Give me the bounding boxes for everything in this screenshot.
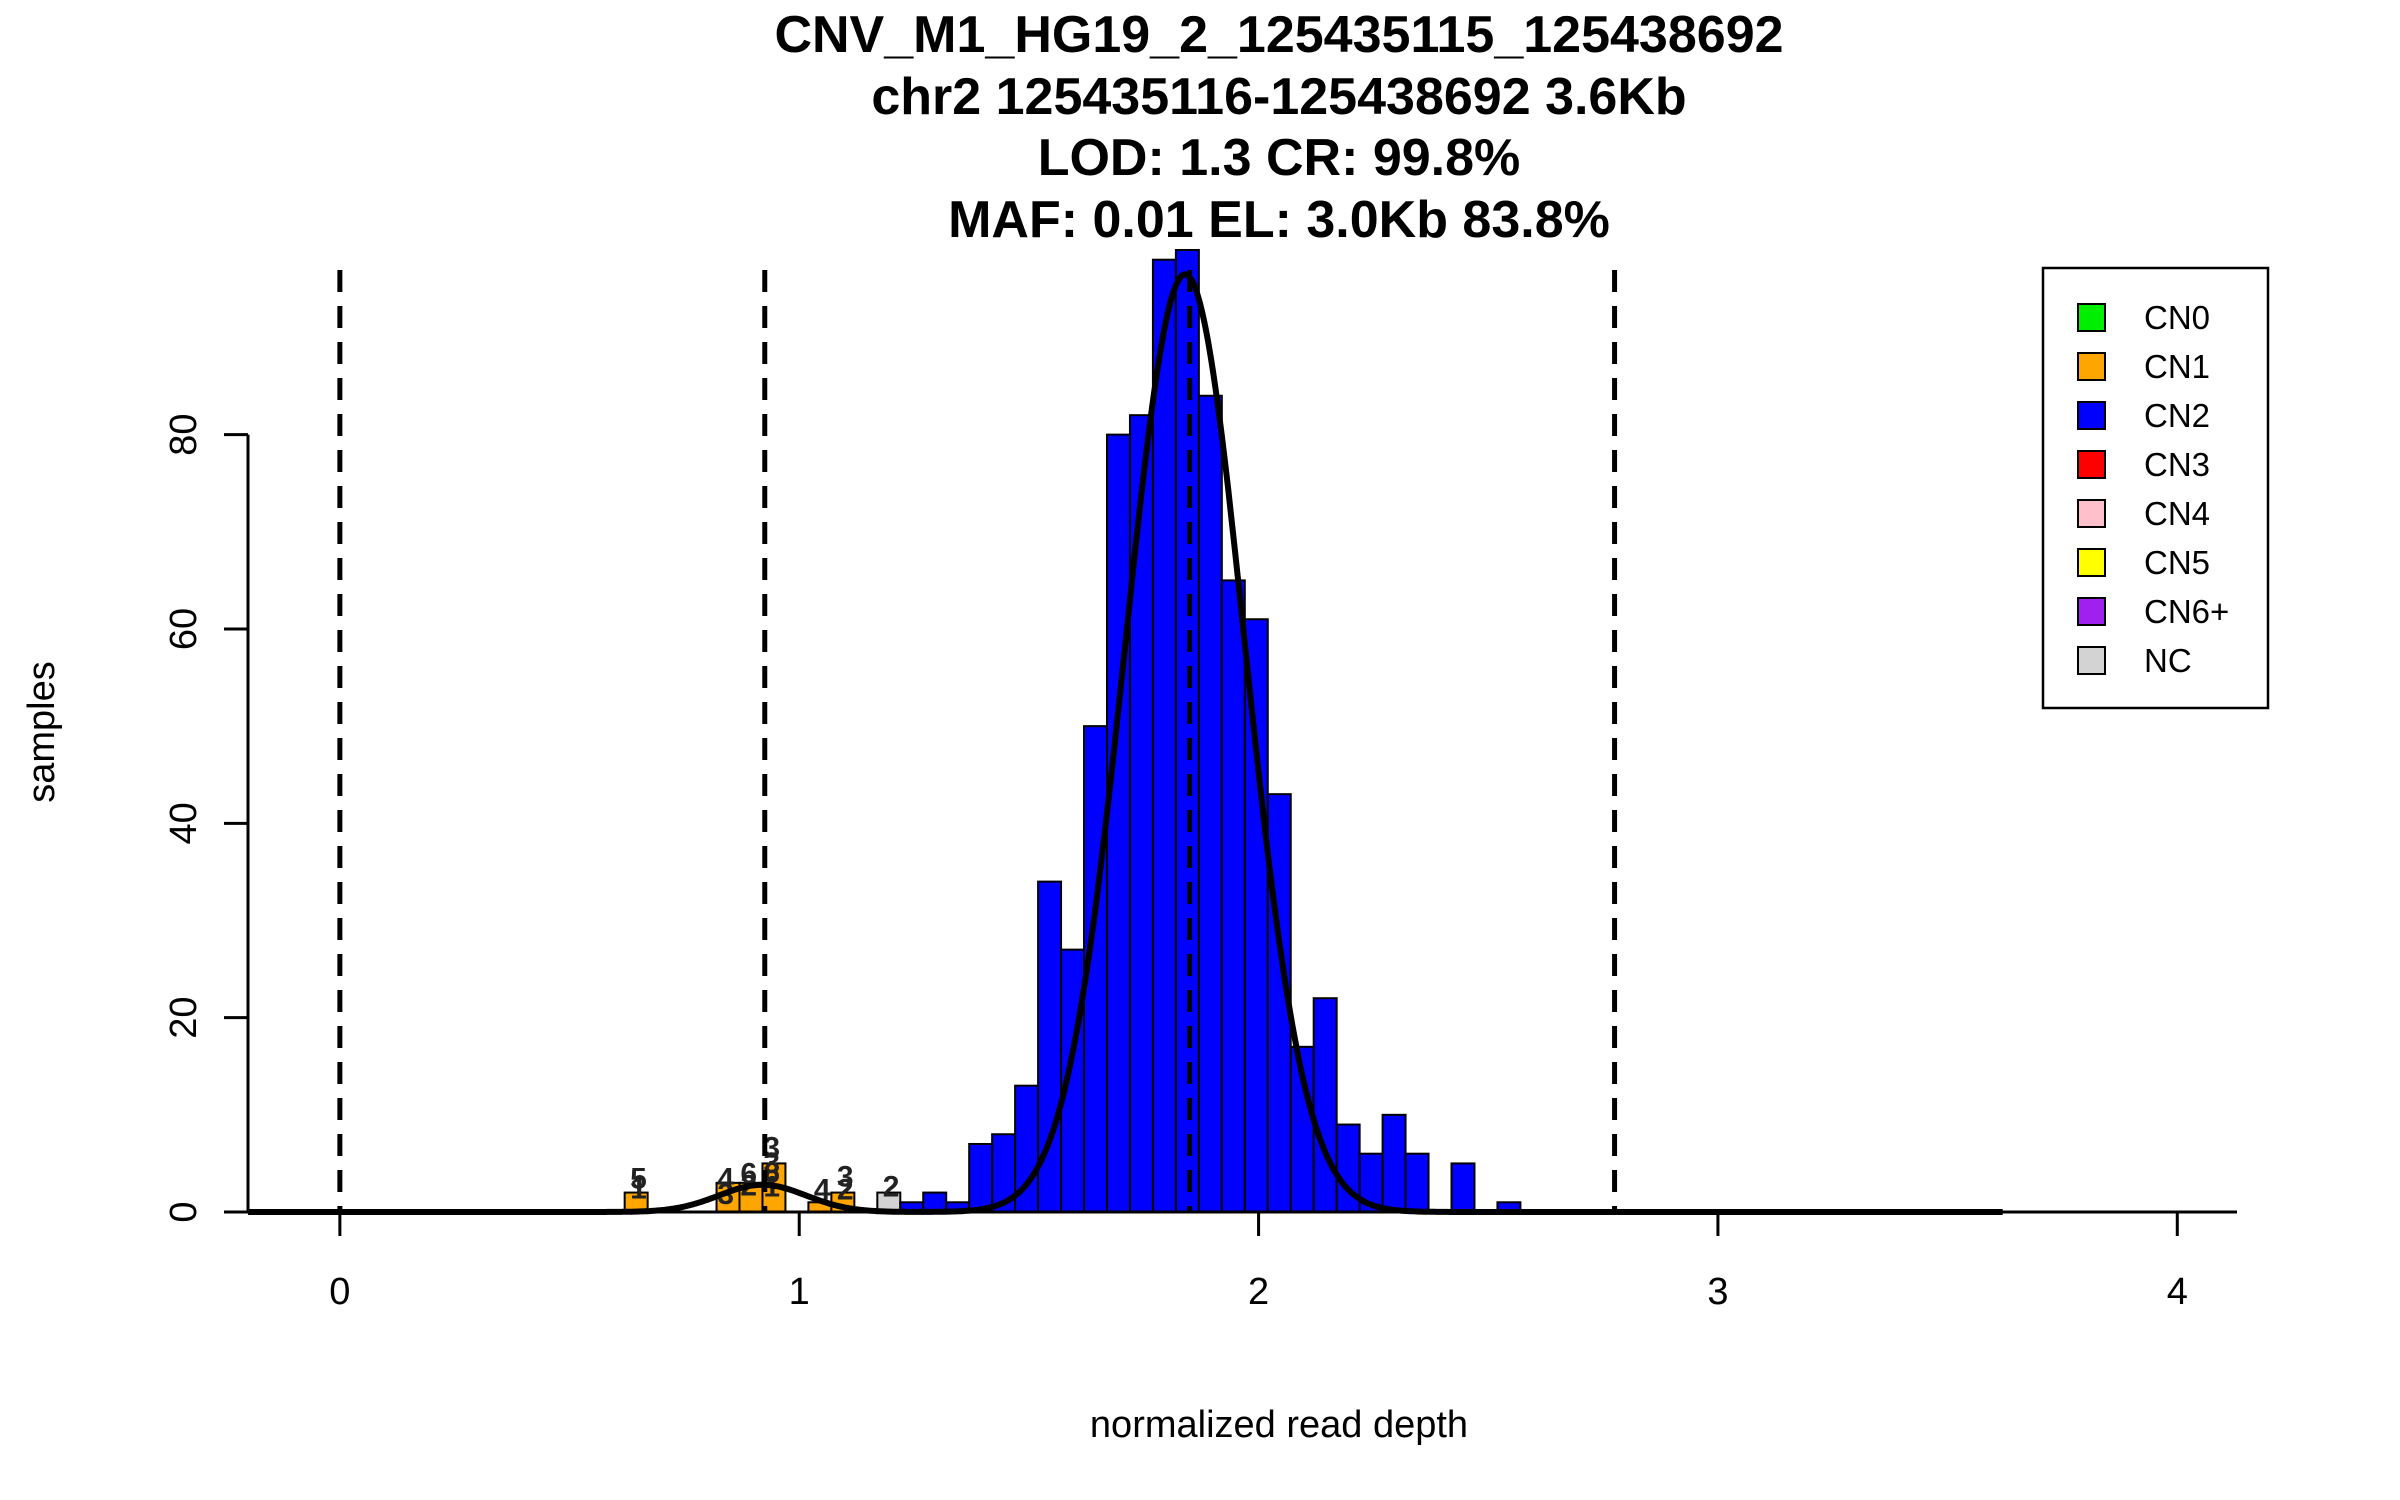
legend-label-cn0: CN0	[2144, 299, 2210, 336]
histogram-bar-30	[1450, 1162, 1476, 1214]
title-line-1: CNV_M1_HG19_2_125435115_125438692	[774, 6, 1783, 64]
title-line-3: LOD: 1.3 CR: 99.8%	[1038, 129, 1521, 187]
legend-label-nc: NC	[2144, 642, 2192, 679]
y-axis-label: samples	[21, 661, 63, 803]
legend-swatch-cn1	[2077, 352, 2106, 381]
bar-label-1: 1	[630, 1172, 647, 1205]
legend-swatch-cn0	[2077, 303, 2106, 332]
x-tick-label-3: 3	[1707, 1271, 1728, 1313]
bar-label-8: 6	[763, 1157, 780, 1190]
histogram-bars	[248, 249, 2003, 1214]
legend-label-cn4: CN4	[2144, 495, 2210, 532]
histogram-bar-17	[1128, 414, 1154, 1214]
legend-swatch-cn5	[2077, 548, 2106, 577]
histogram-bar-10	[968, 1142, 994, 1214]
x-axis-ticks: 0 1 2 3 4	[329, 1212, 2188, 1313]
legend-label-cn5: CN5	[2144, 544, 2210, 581]
legend-swatch-cn6-plus	[2077, 597, 2106, 626]
histogram-bar-18	[1151, 258, 1177, 1213]
legend-swatch-nc	[2077, 646, 2106, 675]
y-tick-label-3: 60	[163, 608, 205, 650]
bar-label-2: 4	[717, 1163, 734, 1196]
title-line-2: chr2 125435116-125438692 3.6Kb	[871, 68, 1686, 126]
bar-label-11: 3	[837, 1161, 854, 1194]
x-tick-label-2: 2	[1248, 1271, 1269, 1313]
legend-label-cn2: CN2	[2144, 397, 2210, 434]
y-tick-label-2: 40	[163, 802, 205, 844]
legend-label-cn3: CN3	[2144, 446, 2210, 483]
legend-swatch-cn4	[2077, 499, 2106, 528]
y-tick-label-1: 20	[163, 997, 205, 1039]
legend: CN0 CN1 CN2 CN3 CN4 CN5 CN6+ NC	[2041, 266, 2270, 710]
bar-label-7: 3	[763, 1147, 780, 1180]
histogram-bar-21	[1220, 579, 1246, 1213]
bar-label-0: 5	[630, 1163, 647, 1196]
title-line-4: MAF: 0.01 EL: 3.0Kb 83.8%	[948, 191, 1610, 249]
threshold-lines	[337, 270, 1618, 1212]
histogram-bar-28	[1381, 1113, 1407, 1213]
bar-label-12: 2	[837, 1173, 854, 1206]
y-axis-ticks: 0 20 40 60 80	[163, 413, 248, 1223]
histogram-bar-25	[1312, 997, 1338, 1213]
legend-label-cn6-plus: CN6+	[2144, 593, 2229, 630]
chart-title: CNV_M1_HG19_2_125435115_125438692 chr2 1…	[774, 6, 1783, 249]
legend-entries: CN0 CN1 CN2 CN3 CN4 CN5 CN6+ NC	[2077, 299, 2229, 679]
x-tick-label-0: 0	[329, 1271, 350, 1313]
x-tick-label-1: 1	[789, 1271, 810, 1313]
y-tick-label-0: 0	[163, 1201, 205, 1222]
legend-swatch-cn3	[2077, 450, 2106, 479]
legend-label-cn1: CN1	[2144, 348, 2210, 385]
bar-label-13: 2	[883, 1170, 900, 1203]
legend-box	[2041, 266, 2270, 710]
legend-swatch-cn2	[2077, 401, 2106, 430]
histogram-bar-29	[1404, 1152, 1430, 1214]
x-tick-label-4: 4	[2167, 1271, 2188, 1313]
bar-label-6: 3	[763, 1131, 780, 1164]
histogram-bar-20	[1197, 394, 1223, 1213]
y-tick-label-4: 80	[163, 413, 205, 455]
histogram-bar-16	[1105, 433, 1131, 1213]
histogram-bar-22	[1243, 618, 1269, 1213]
x-axis-label: normalized read depth	[1090, 1404, 1468, 1446]
